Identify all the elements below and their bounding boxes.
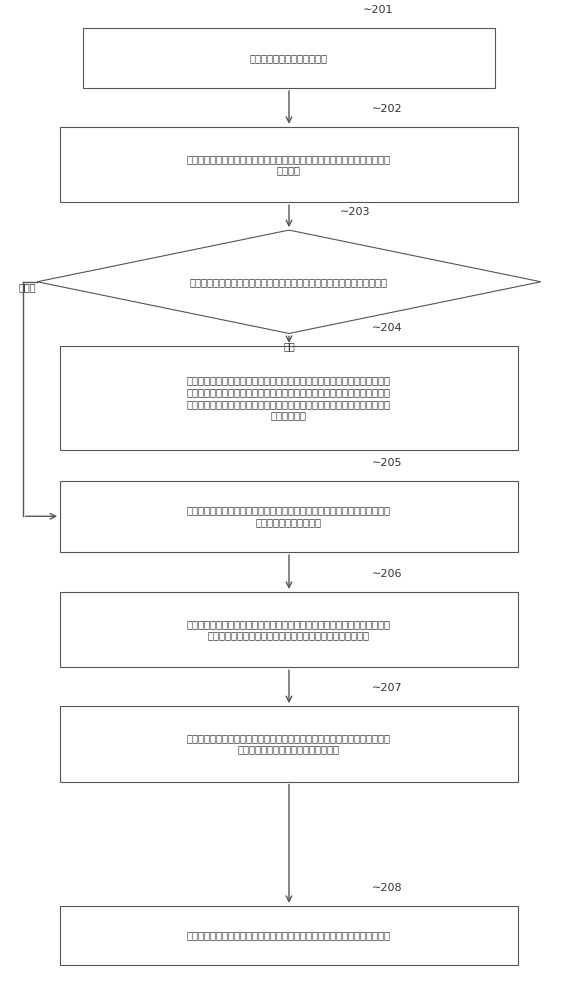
Text: ∼206: ∼206 xyxy=(372,569,402,579)
Text: 从日志信息库中查找与所述第一用户的标识信息建立社会化关系的其他用户的
标识信息: 从日志信息库中查找与所述第一用户的标识信息建立社会化关系的其他用户的 标识信息 xyxy=(187,154,391,175)
Text: 在确定所述其他用户的标识信息中包含所述第二用户的标识信息时，将查找到
的与所述第二用户的标识信息相同的所述其他用户的标识信息发送给所述第一
用户，并提醒所述第一: 在确定所述其他用户的标识信息中包含所述第二用户的标识信息时，将查找到 的与所述第… xyxy=(187,376,391,420)
FancyBboxPatch shape xyxy=(60,127,518,202)
Text: ∼207: ∼207 xyxy=(372,683,402,693)
Text: ∼201: ∼201 xyxy=(363,5,394,15)
FancyBboxPatch shape xyxy=(60,706,518,782)
Text: 未包含: 未包含 xyxy=(19,282,36,292)
FancyBboxPatch shape xyxy=(60,481,518,552)
Text: ∼208: ∼208 xyxy=(372,883,402,893)
Text: 判断查找到的所述其他用户的标识信息中是否包含所述第二用户的标识信息: 判断查找到的所述其他用户的标识信息中是否包含所述第二用户的标识信息 xyxy=(190,277,388,287)
Text: 包含: 包含 xyxy=(283,341,295,351)
Text: ∼204: ∼204 xyxy=(372,323,402,333)
FancyBboxPatch shape xyxy=(60,346,518,450)
Text: 根据所述支付请求中包含的所述第二用户的标识信息，从用户属性数据库中查
找与所述第二用户的标识信息对应的所述第二用户的用户属性: 根据所述支付请求中包含的所述第二用户的标识信息，从用户属性数据库中查 找与所述第… xyxy=(187,619,391,640)
FancyBboxPatch shape xyxy=(60,592,518,667)
FancyBboxPatch shape xyxy=(83,28,495,88)
Text: 利用所述第一用户的用户属性和所述第二用户的用户属性，确定所述第一用户
与所述第二用户之间的用户属性相似度: 利用所述第一用户的用户属性和所述第二用户的用户属性，确定所述第一用户 与所述第二… xyxy=(187,733,391,755)
FancyBboxPatch shape xyxy=(60,906,518,965)
Text: ∼205: ∼205 xyxy=(372,458,402,468)
Text: 根据所述用户属性相似度，对所述第一用户发送的所述支付请求进行风险控制: 根据所述用户属性相似度，对所述第一用户发送的所述支付请求进行风险控制 xyxy=(187,931,391,941)
Text: 接收第一用户发送的支付请求: 接收第一用户发送的支付请求 xyxy=(250,53,328,63)
Polygon shape xyxy=(37,230,541,333)
Text: ∼203: ∼203 xyxy=(339,207,370,217)
Text: ∼202: ∼202 xyxy=(372,104,402,114)
Text: 在确定所述其他用户的标识信息中尚未包含所述第二用户的标识信息时，确定
所述第一用户的用户属性: 在确定所述其他用户的标识信息中尚未包含所述第二用户的标识信息时，确定 所述第一用… xyxy=(187,505,391,527)
